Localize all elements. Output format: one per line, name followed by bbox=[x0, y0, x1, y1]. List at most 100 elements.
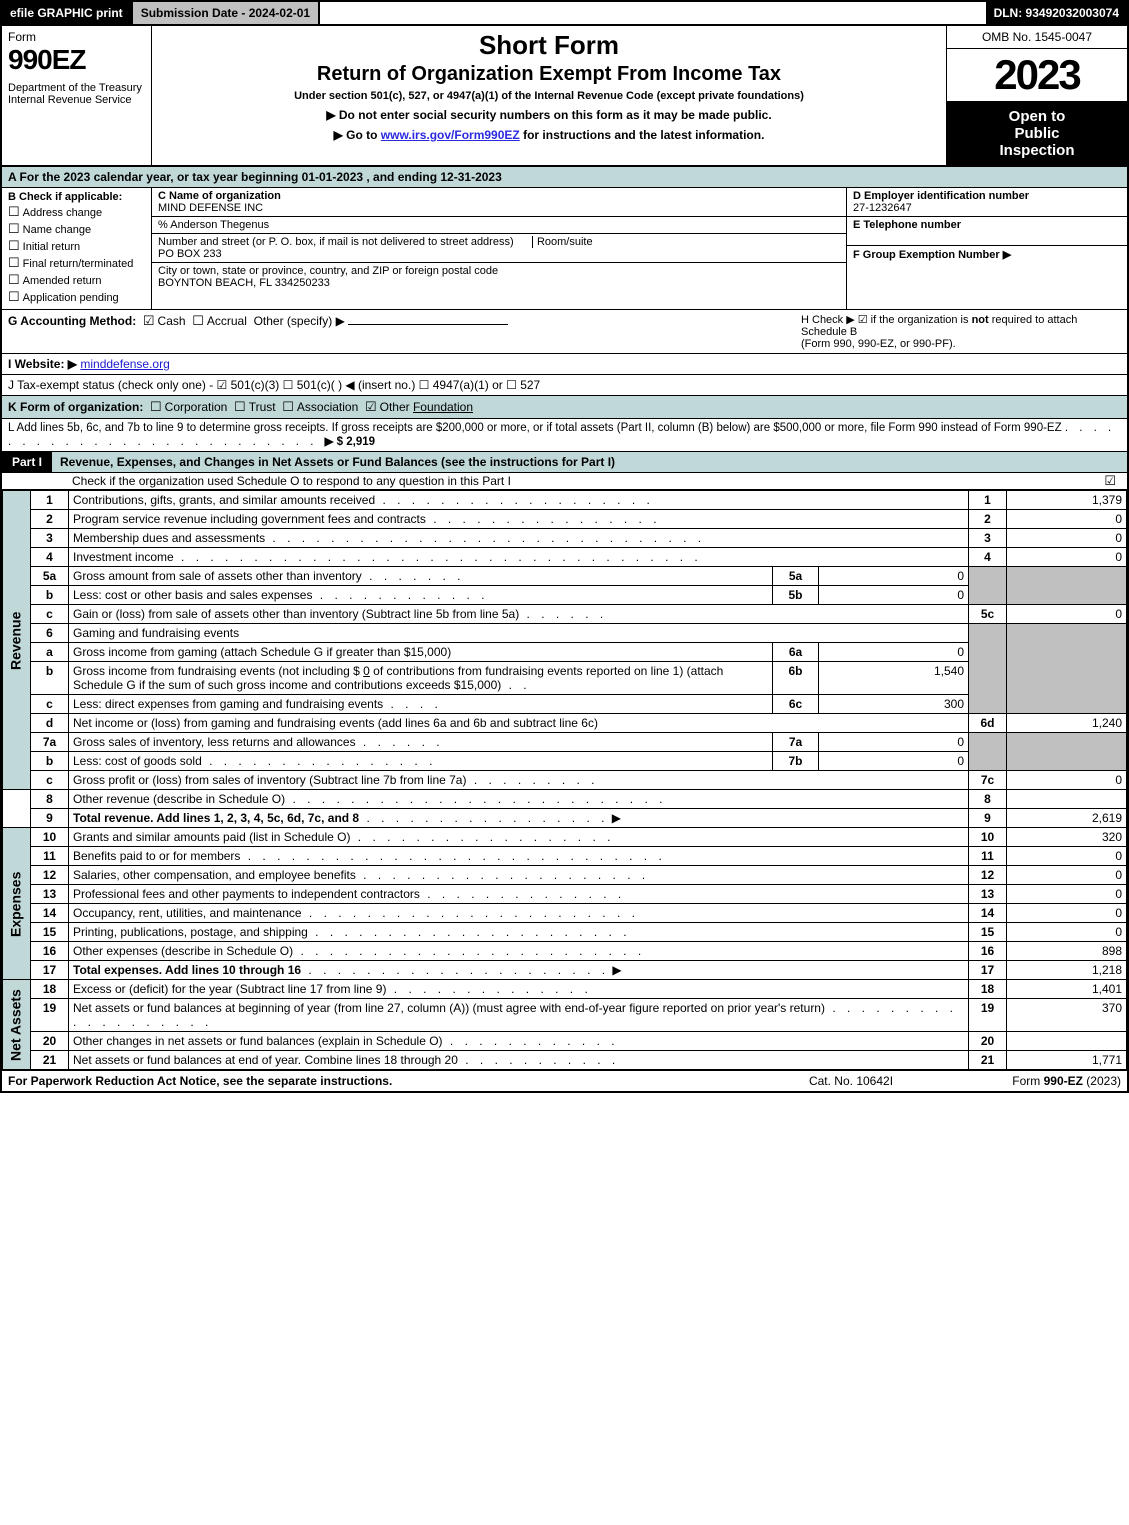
part-i-subtxt: Check if the organization used Schedule … bbox=[2, 474, 511, 488]
org-name: MIND DEFENSE INC bbox=[158, 202, 263, 214]
row-7b: b Less: cost of goods sold . . . . . . .… bbox=[3, 752, 1127, 771]
form-number: 990EZ bbox=[8, 44, 145, 76]
header-middle: Short Form Return of Organization Exempt… bbox=[152, 26, 947, 165]
form-word: Form bbox=[8, 30, 145, 44]
c-name: C Name of organization MIND DEFENSE INC bbox=[152, 188, 846, 217]
return-title: Return of Organization Exempt From Incom… bbox=[158, 63, 940, 86]
chk-other[interactable] bbox=[365, 400, 380, 414]
col-de: D Employer identification number 27-1232… bbox=[847, 188, 1127, 309]
row-3: 3 Membership dues and assessments . . . … bbox=[3, 529, 1127, 548]
tax-year: 2023 bbox=[947, 49, 1127, 102]
d-val: 27-1232647 bbox=[853, 202, 912, 214]
inst2-post: for instructions and the latest informat… bbox=[520, 128, 765, 142]
row-4: 4 Investment income . . . . . . . . . . … bbox=[3, 548, 1127, 567]
col-c: C Name of organization MIND DEFENSE INC … bbox=[152, 188, 847, 309]
chk-assoc[interactable] bbox=[282, 400, 297, 414]
l-amt: ▶ $ 2,919 bbox=[325, 436, 375, 448]
f-group: F Group Exemption Number ▶ bbox=[847, 246, 1127, 263]
i-lbl: I Website: ▶ bbox=[8, 357, 77, 371]
row-6b: b Gross income from fundraising events (… bbox=[3, 662, 1127, 695]
short-form-title: Short Form bbox=[158, 30, 940, 61]
row-k: K Form of organization: Corporation Trus… bbox=[2, 396, 1127, 419]
open3: Inspection bbox=[951, 142, 1123, 159]
top-bar: efile GRAPHIC print Submission Date - 20… bbox=[2, 2, 1127, 26]
chk-cash[interactable] bbox=[143, 314, 158, 328]
addr-val: PO BOX 233 bbox=[158, 248, 222, 260]
dln: DLN: 93492032003074 bbox=[986, 2, 1127, 24]
g-lbl: G Accounting Method: bbox=[8, 314, 136, 328]
k-lbl: K Form of organization: bbox=[8, 400, 143, 414]
h-post2: (Form 990, 990-EZ, or 990-PF). bbox=[801, 338, 956, 350]
omb-number: OMB No. 1545-0047 bbox=[947, 26, 1127, 49]
open1: Open to bbox=[951, 108, 1123, 125]
row-5a: 5a Gross amount from sale of assets othe… bbox=[3, 567, 1127, 586]
h-check: H Check ▶ ☑ if the organization is not r… bbox=[801, 313, 1121, 350]
city-lbl: City or town, state or province, country… bbox=[158, 265, 498, 277]
chk-amended[interactable]: Amended return bbox=[8, 272, 145, 288]
form-header: Form 990EZ Department of the Treasury In… bbox=[2, 26, 1127, 167]
row-gh: G Accounting Method: Cash Accrual Other … bbox=[2, 310, 1127, 354]
submission-date: Submission Date - 2024-02-01 bbox=[133, 2, 320, 24]
d-lbl: D Employer identification number bbox=[853, 190, 1029, 202]
row-5b: b Less: cost or other basis and sales ex… bbox=[3, 586, 1127, 605]
subtitle: Under section 501(c), 527, or 4947(a)(1)… bbox=[158, 90, 940, 102]
block-bcdef: B Check if applicable: Address change Na… bbox=[2, 188, 1127, 310]
k-other-val: Foundation bbox=[413, 400, 473, 414]
instruction-ssn: ▶ Do not enter social security numbers o… bbox=[158, 108, 940, 122]
row-2: 2 Program service revenue including gove… bbox=[3, 510, 1127, 529]
row-5c: c Gain or (loss) from sale of assets oth… bbox=[3, 605, 1127, 624]
spacer bbox=[320, 2, 985, 24]
instruction-link: ▶ Go to www.irs.gov/Form990EZ for instru… bbox=[158, 128, 940, 142]
c-city: City or town, state or province, country… bbox=[152, 263, 846, 291]
header-left: Form 990EZ Department of the Treasury In… bbox=[2, 26, 152, 165]
f-lbl: F Group Exemption Number ▶ bbox=[853, 249, 1011, 261]
c-pct: % Anderson Thegenus bbox=[152, 217, 846, 234]
part-i-chk[interactable] bbox=[1104, 473, 1127, 489]
inst2-pre: ▶ Go to bbox=[334, 128, 381, 142]
row-18: Net Assets 18 Excess or (deficit) for th… bbox=[3, 980, 1127, 999]
form-container: efile GRAPHIC print Submission Date - 20… bbox=[0, 0, 1129, 1093]
g-accounting: G Accounting Method: Cash Accrual Other … bbox=[8, 313, 801, 350]
chk-initial-return[interactable]: Initial return bbox=[8, 238, 145, 254]
chk-name-change[interactable]: Name change bbox=[8, 221, 145, 237]
row-13: 13 Professional fees and other payments … bbox=[3, 885, 1127, 904]
part-i-table: Revenue 1 Contributions, gifts, grants, … bbox=[2, 490, 1127, 1070]
footer-left: For Paperwork Reduction Act Notice, see … bbox=[8, 1074, 761, 1088]
chk-corp[interactable] bbox=[150, 400, 165, 414]
chk-trust[interactable] bbox=[234, 400, 249, 414]
side-expenses: Expenses bbox=[3, 828, 31, 980]
row-15: 15 Printing, publications, postage, and … bbox=[3, 923, 1127, 942]
chk-app-pending[interactable]: Application pending bbox=[8, 289, 145, 305]
city-val: BOYNTON BEACH, FL 334250233 bbox=[158, 277, 330, 289]
row-a: A For the 2023 calendar year, or tax yea… bbox=[2, 167, 1127, 188]
row-21: 21 Net assets or fund balances at end of… bbox=[3, 1051, 1127, 1070]
efile-label[interactable]: efile GRAPHIC print bbox=[2, 2, 133, 24]
row-6c: c Less: direct expenses from gaming and … bbox=[3, 695, 1127, 714]
footer-center: Cat. No. 10642I bbox=[761, 1074, 941, 1088]
row-19: 19 Net assets or fund balances at beginn… bbox=[3, 999, 1127, 1032]
e-phone: E Telephone number bbox=[847, 217, 1127, 246]
g-other-line[interactable] bbox=[348, 324, 508, 325]
irs-link[interactable]: www.irs.gov/Form990EZ bbox=[381, 128, 520, 142]
open2: Public bbox=[951, 125, 1123, 142]
part-i-tag: Part I bbox=[2, 452, 52, 472]
g-other: Other (specify) ▶ bbox=[254, 314, 345, 328]
b-head: B Check if applicable: bbox=[8, 191, 145, 203]
chk-final-return[interactable]: Final return/terminated bbox=[8, 255, 145, 271]
chk-accrual[interactable] bbox=[192, 314, 207, 328]
part-i-title: Revenue, Expenses, and Changes in Net As… bbox=[60, 455, 615, 469]
chk-address-change[interactable]: Address change bbox=[8, 204, 145, 220]
d-ein: D Employer identification number 27-1232… bbox=[847, 188, 1127, 217]
part-i-header: Part I Revenue, Expenses, and Changes in… bbox=[2, 452, 1127, 473]
website-link[interactable]: minddefense.org bbox=[80, 357, 169, 371]
row-6d: d Net income or (loss) from gaming and f… bbox=[3, 714, 1127, 733]
row-10: Expenses 10 Grants and similar amounts p… bbox=[3, 828, 1127, 847]
row-6: 6 Gaming and fundraising events bbox=[3, 624, 1127, 643]
row-20: 20 Other changes in net assets or fund b… bbox=[3, 1032, 1127, 1051]
h-not: not bbox=[972, 314, 989, 326]
row-j: J Tax-exempt status (check only one) - ☑… bbox=[2, 375, 1127, 396]
open-public-box: Open to Public Inspection bbox=[947, 102, 1127, 165]
side-netassets: Net Assets bbox=[3, 980, 31, 1070]
room-lbl: Room/suite bbox=[532, 236, 593, 248]
l-txt: L Add lines 5b, 6c, and 7b to line 9 to … bbox=[8, 422, 1062, 434]
